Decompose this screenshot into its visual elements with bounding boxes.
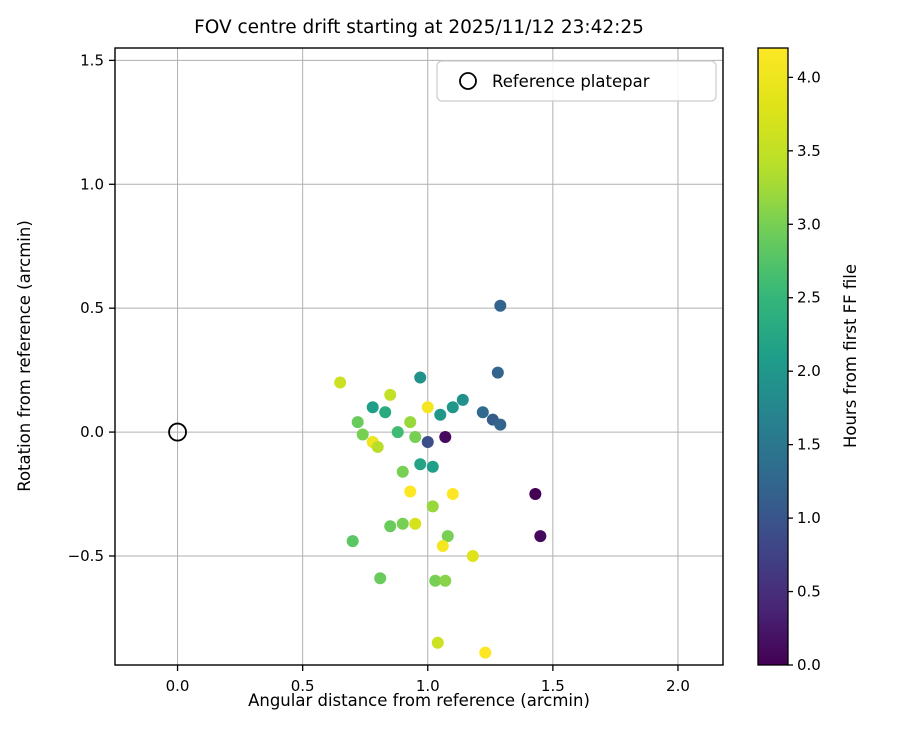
colorbar-tick-label: 2.5 bbox=[797, 289, 821, 307]
scatter-point bbox=[409, 431, 422, 444]
scatter-point bbox=[476, 406, 489, 419]
scatter-point bbox=[431, 636, 444, 649]
scatter-point bbox=[396, 517, 409, 530]
y-tick-label: −0.5 bbox=[68, 547, 104, 565]
scatter-point bbox=[391, 426, 404, 439]
colorbar-bar bbox=[757, 47, 789, 666]
scatter-point bbox=[371, 440, 384, 453]
scatter-point bbox=[534, 530, 547, 543]
x-axis-label: Angular distance from reference (arcmin) bbox=[248, 691, 590, 710]
colorbar: 0.0 0.5 1.0 1.5 2.0 2.5 3.0 3.5 4.0 Hours from f… bbox=[757, 47, 860, 674]
colorbar-tick-label: 0.0 bbox=[797, 656, 821, 674]
y-tick-label: 0.0 bbox=[80, 423, 104, 441]
y-tick-label: 1.5 bbox=[80, 51, 104, 69]
scatter-point bbox=[346, 535, 359, 548]
scatter-point bbox=[334, 376, 347, 389]
colorbar-ticks: 0.0 0.5 1.0 1.5 2.0 2.5 3.0 3.5 4.0 bbox=[788, 68, 821, 674]
scatter-point bbox=[479, 646, 492, 659]
scatter-point bbox=[384, 520, 397, 533]
scatter-point bbox=[366, 401, 379, 414]
scatter-point bbox=[414, 458, 427, 471]
colorbar-tick-label: 4.0 bbox=[797, 68, 821, 86]
x-tick-label: 0.0 bbox=[166, 677, 190, 695]
colorbar-tick-label: 1.0 bbox=[797, 509, 821, 527]
colorbar-tick-label: 3.0 bbox=[797, 215, 821, 233]
scatter-points bbox=[334, 299, 547, 659]
grid-lines bbox=[115, 48, 723, 665]
scatter-point bbox=[414, 371, 427, 384]
scatter-point bbox=[421, 435, 434, 448]
x-tick-label: 0.5 bbox=[291, 677, 315, 695]
scatter-point bbox=[421, 401, 434, 414]
scatter-point bbox=[374, 572, 387, 585]
y-tick-label: 0.5 bbox=[80, 299, 104, 317]
scatter-point bbox=[529, 488, 542, 501]
colorbar-label: Hours from first FF file bbox=[841, 264, 860, 448]
colorbar-tick-label: 1.5 bbox=[797, 436, 821, 454]
scatter-point bbox=[494, 418, 507, 431]
x-tick-label: 2.0 bbox=[666, 677, 690, 695]
scatter-point bbox=[456, 393, 469, 406]
legend-box bbox=[436, 60, 717, 102]
legend-marker-icon bbox=[459, 72, 477, 90]
scatter-point bbox=[404, 485, 417, 498]
y-axis-label: Rotation from reference (arcmin) bbox=[15, 220, 34, 492]
colorbar-tick-label: 3.5 bbox=[797, 142, 821, 160]
scatter-point bbox=[494, 299, 507, 312]
legend: Reference platepar bbox=[436, 60, 717, 102]
scatter-point bbox=[379, 406, 392, 419]
colorbar-tick-label: 0.5 bbox=[797, 583, 821, 601]
scatter-point bbox=[446, 401, 459, 414]
scatter-point bbox=[356, 428, 369, 441]
scatter-point bbox=[409, 517, 422, 530]
chart-title: FOV centre drift starting at 2025/11/12 … bbox=[194, 17, 644, 38]
scatter-point bbox=[426, 460, 439, 473]
axes-spines bbox=[114, 47, 724, 666]
colorbar-tick-label: 2.0 bbox=[797, 362, 821, 380]
y-tick-label: 1.0 bbox=[80, 175, 104, 193]
scatter-point bbox=[396, 465, 409, 478]
scatter-point bbox=[439, 431, 452, 444]
legend-label: Reference platepar bbox=[492, 72, 650, 91]
scatter-point bbox=[441, 530, 454, 543]
scatter-point bbox=[351, 416, 364, 429]
scatter-point bbox=[439, 574, 452, 587]
scatter-point bbox=[434, 408, 447, 421]
reference-platepar-marker bbox=[168, 422, 187, 442]
scatter-point bbox=[426, 500, 439, 513]
x-tick-label: 1.5 bbox=[541, 677, 565, 695]
scatter-point bbox=[384, 388, 397, 401]
scatter-point bbox=[429, 574, 442, 587]
axis-ticks: 0.0 0.5 1.0 1.5 2.0 −0.5 0.0 0.5 1.0 1.5 bbox=[68, 51, 690, 695]
scatter-point bbox=[446, 488, 459, 501]
scatter-point bbox=[436, 540, 449, 553]
plot-area bbox=[115, 48, 723, 665]
scatter-point bbox=[491, 366, 504, 379]
x-tick-label: 1.0 bbox=[416, 677, 440, 695]
scatter-point bbox=[404, 416, 417, 429]
scatter-point bbox=[466, 549, 479, 562]
